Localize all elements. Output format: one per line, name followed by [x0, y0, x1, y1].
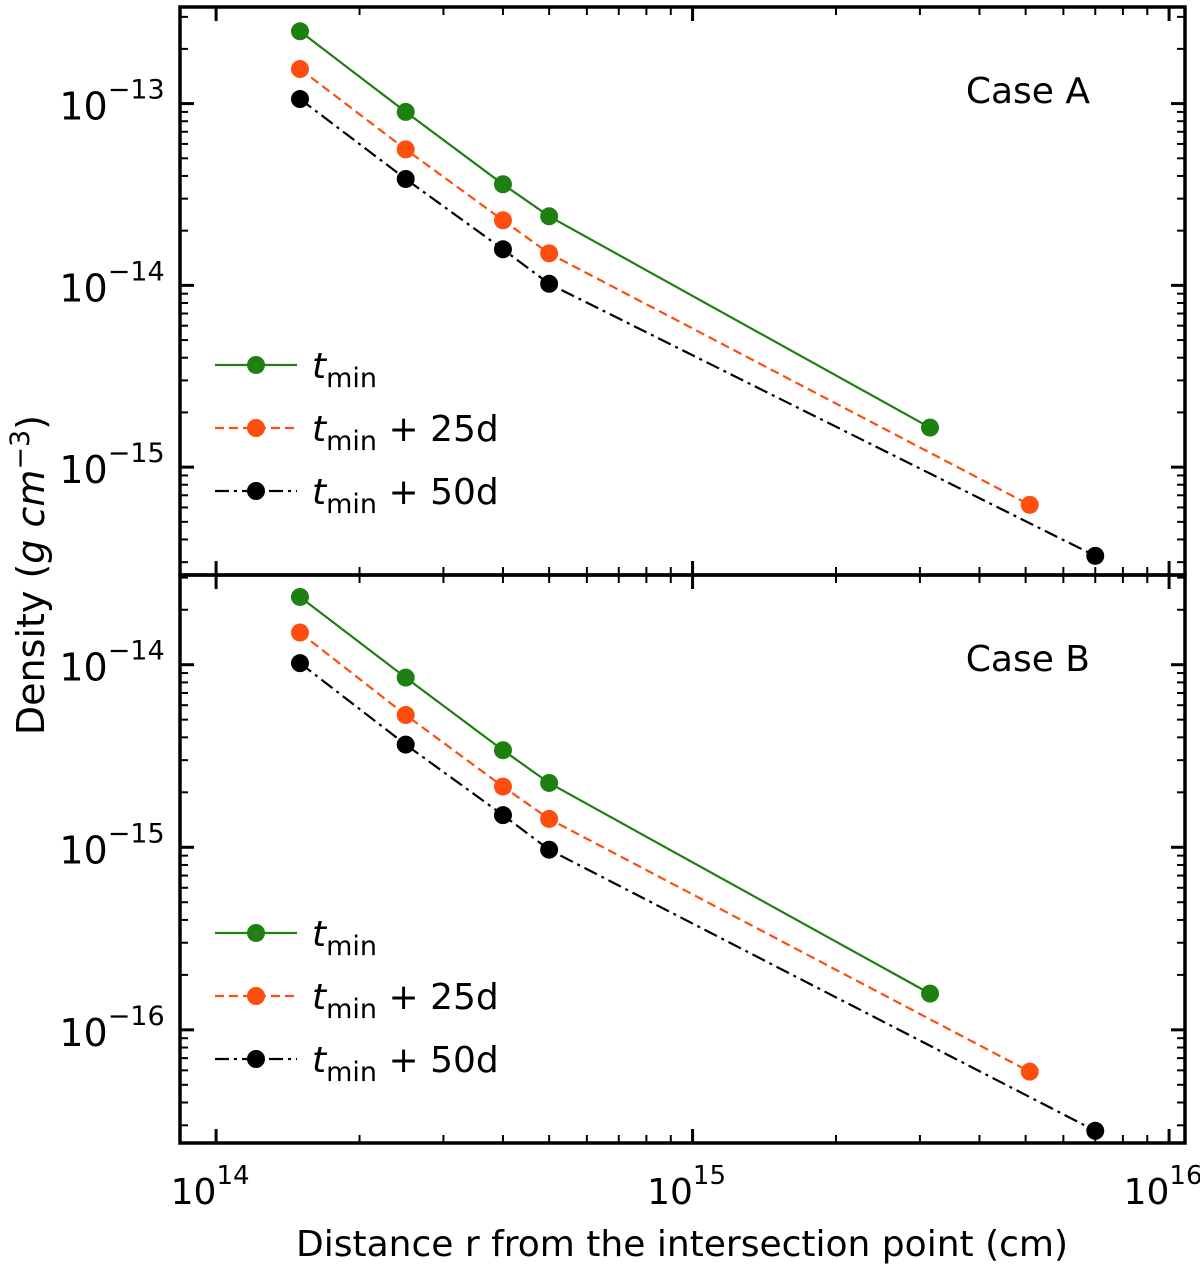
data-point	[290, 90, 309, 109]
data-point	[493, 211, 512, 230]
legend-label: tmin	[312, 914, 377, 962]
y-tick-label: 10−16	[59, 1001, 164, 1055]
legend-marker	[247, 419, 265, 437]
data-point	[1086, 546, 1105, 565]
panel-frame	[178, 573, 1187, 1145]
data-point	[396, 706, 415, 725]
data-point	[921, 418, 940, 437]
x-tick-label: 1016	[1124, 1161, 1200, 1213]
legend-label: tmin + 50d	[312, 472, 499, 520]
legend-label: tmin + 25d	[312, 977, 499, 1025]
panel-case-a: 10−13 10−14 10−15 Case A tmin tmin + 25d tmin …	[59, 5, 1187, 577]
data-point	[493, 175, 512, 194]
data-point	[493, 806, 512, 825]
data-point	[290, 654, 309, 673]
y-tick-label: 10−13	[59, 75, 164, 129]
data-point	[493, 741, 512, 760]
data-point	[540, 840, 559, 859]
data-point	[540, 773, 559, 792]
x-axis-label: Distance r from the intersection point (…	[296, 1224, 1068, 1265]
data-point	[396, 102, 415, 121]
y-tick-label: 10−15	[59, 438, 164, 492]
y-tick-label: 10−14	[59, 636, 164, 690]
panel-title: Case B	[966, 639, 1090, 680]
data-point	[290, 587, 309, 606]
panel-title: Case A	[966, 71, 1091, 112]
data-point	[1020, 495, 1039, 514]
legend-label: tmin + 50d	[312, 1040, 499, 1088]
data-point	[396, 668, 415, 687]
data-point	[540, 274, 559, 293]
data-point	[540, 207, 559, 226]
legend-marker	[247, 987, 265, 1005]
x-tick-label: 1014	[171, 1161, 250, 1213]
panel-case-b: 10−14 10−15 10−16 Case B tmin tmin + 25d tmin …	[59, 573, 1187, 1145]
data-point	[540, 809, 559, 828]
data-point	[493, 240, 512, 259]
data-point	[1020, 1062, 1039, 1081]
data-point	[396, 169, 415, 188]
data-point	[290, 60, 309, 79]
y-tick-label: 10−15	[59, 818, 164, 872]
legend-label: tmin + 25d	[312, 409, 499, 457]
legend-marker	[247, 924, 265, 942]
data-point	[396, 735, 415, 754]
y-axis-label: Density (g cm−3)	[5, 415, 53, 735]
data-point	[493, 777, 512, 796]
legend-label: tmin	[312, 346, 377, 394]
legend-marker	[247, 1050, 265, 1068]
legend-marker	[247, 482, 265, 500]
data-point	[290, 22, 309, 41]
data-point	[540, 244, 559, 263]
data-point	[290, 623, 309, 642]
data-point	[921, 984, 940, 1003]
data-point	[396, 140, 415, 159]
legend-marker	[247, 356, 265, 374]
data-point	[1086, 1121, 1105, 1140]
y-tick-label: 10−14	[59, 256, 164, 310]
x-tick-label: 1015	[647, 1161, 726, 1213]
